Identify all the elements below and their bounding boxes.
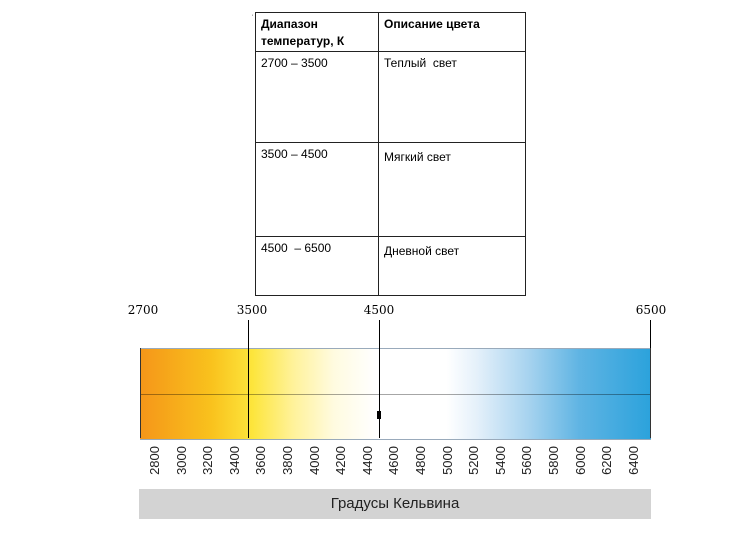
tick-label-6200: 6200 <box>599 446 615 475</box>
table-row: 4500 – 6500 Дневной свет <box>255 236 526 296</box>
tick-label-4800: 4800 <box>413 446 428 475</box>
tick-label-5000: 5000 <box>439 446 455 475</box>
corner-mark: ˌ <box>251 6 254 16</box>
tick-label-3600: 3600 <box>253 446 269 475</box>
tick-label-6000: 6000 <box>572 446 588 475</box>
marker-label-6500: 6500 <box>635 303 667 317</box>
tick-label-2800: 2800 <box>147 446 162 475</box>
tick-label-4400: 4400 <box>359 446 375 475</box>
tick-label-3000: 3000 <box>173 446 189 475</box>
marker-line-6500 <box>650 320 651 348</box>
tick-label-6400: 6400 <box>625 446 641 475</box>
range-cell: 3500 – 4500 <box>255 142 379 237</box>
description-cell: Дневной свет <box>378 236 526 296</box>
description-cell: Мягкий свет <box>378 142 526 237</box>
tick-label-5800: 5800 <box>546 446 561 475</box>
marker-label-3500: 3500 <box>236 303 268 317</box>
marker-line-4500 <box>379 320 380 438</box>
gradient-bar <box>140 348 651 440</box>
marker-label-4500: 4500 <box>363 303 395 317</box>
marker-dot-4500 <box>377 411 381 419</box>
tick-label-3800: 3800 <box>280 446 295 475</box>
kelvin-caption: Градусы Кельвина <box>139 489 651 519</box>
center-line <box>140 394 651 395</box>
header-description: Описание цвета <box>378 12 526 52</box>
tick-label-5600: 5600 <box>519 446 535 475</box>
marker-line-3500 <box>248 320 249 438</box>
header-range: Диапазон температур, К <box>255 12 379 52</box>
table-header-row: Диапазон температур, К Описание цвета <box>255 12 526 52</box>
table-row: 3500 – 4500 Мягкий свет <box>255 142 526 237</box>
tick-label-3200: 3200 <box>200 446 216 475</box>
tick-label-3400: 3400 <box>226 446 242 475</box>
tick-label-5400: 5400 <box>492 446 508 475</box>
range-cell: 2700 – 3500 <box>255 51 379 143</box>
tick-label-4000: 4000 <box>306 446 322 475</box>
description-cell: Теплый свет <box>378 51 526 143</box>
bar-left-edge <box>140 348 141 438</box>
marker-label-2700: 2700 <box>127 303 159 317</box>
range-cell: 4500 – 6500 <box>255 236 379 296</box>
bar-right-edge <box>650 348 651 438</box>
tick-label-4200: 4200 <box>333 446 349 475</box>
tick-label-5200: 5200 <box>466 446 482 475</box>
temperature-table: Диапазон температур, К Описание цвета 27… <box>255 12 526 296</box>
tick-label-4600: 4600 <box>386 446 402 475</box>
table-row: 2700 – 3500 Теплый свет <box>255 51 526 143</box>
